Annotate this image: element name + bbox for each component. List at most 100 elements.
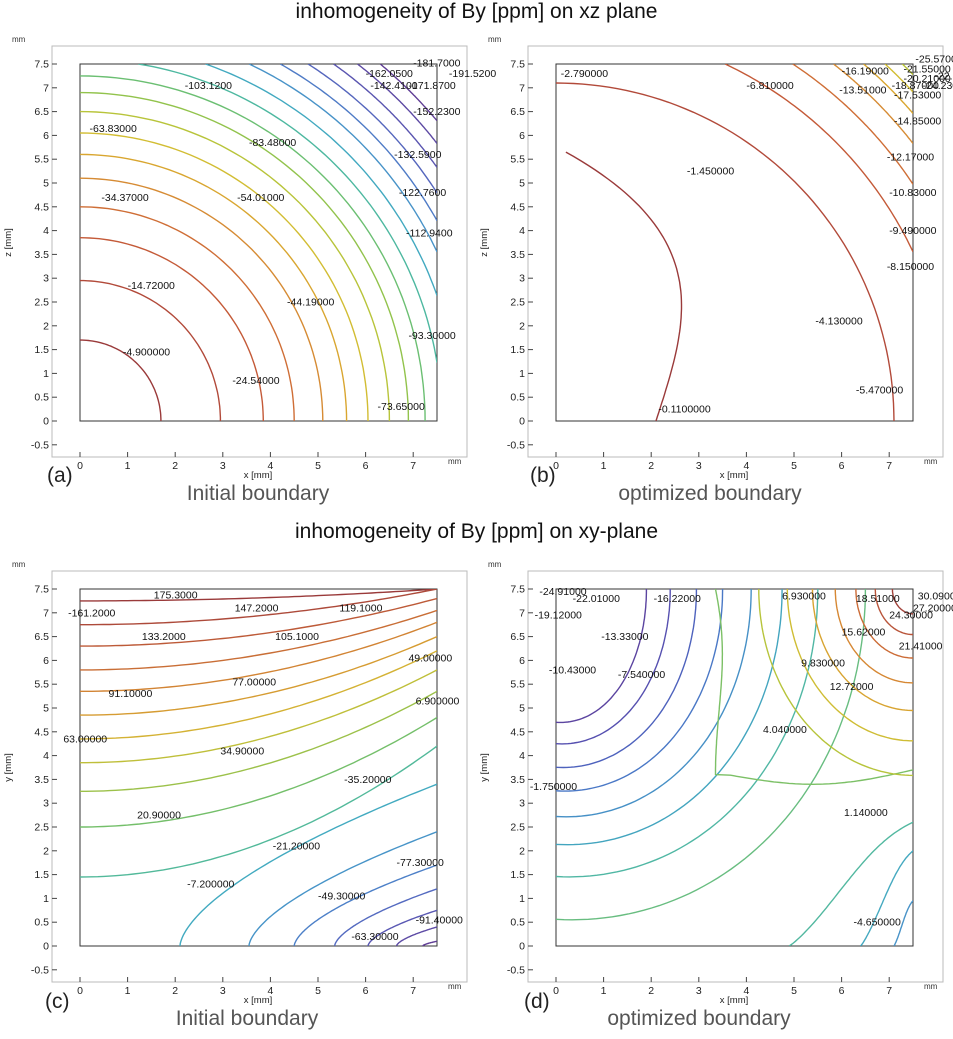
- x-tick-label: 3: [220, 460, 226, 472]
- x-tick-label: 4: [743, 460, 749, 472]
- contour-label: -22.89000: [934, 70, 953, 82]
- y-tick-label: 5: [519, 703, 525, 715]
- contour-label: 147.2000: [235, 603, 279, 615]
- contour-label: -63.83000: [90, 123, 137, 135]
- contour-line: [786, 589, 913, 742]
- contour-label: -22.01000: [573, 593, 620, 605]
- y-tick-label: 6.5: [510, 106, 525, 118]
- contour-line: [556, 589, 819, 878]
- contour-label: -14.85000: [894, 116, 941, 128]
- contour-label: 18.51000: [856, 593, 900, 605]
- contour-label: 9.830000: [801, 657, 845, 669]
- y-tick-label: 5.5: [510, 679, 525, 691]
- contour-label: -1.750000: [530, 781, 577, 793]
- contour-line: [758, 589, 913, 777]
- y-tick-label: 6: [519, 655, 525, 667]
- y-tick-label: 7.5: [34, 584, 49, 596]
- y-tick-label: 5: [43, 178, 49, 190]
- contour-label: -16.19000: [842, 66, 889, 78]
- chart-svg-c: mm mm -0.5 0 0.5 1 1.5 2 2.5 3 3.5 4 4.5 5 5.5 6 6.5 7 7.5…: [3, 560, 468, 1006]
- plot-area: [79, 588, 438, 947]
- contour-line: [179, 783, 437, 946]
- contour-label: -63.30000: [351, 931, 398, 943]
- caption-b: optimized boundary: [618, 482, 802, 505]
- y-tick-label: 4: [43, 750, 49, 762]
- axes-frame: [527, 45, 944, 458]
- axes-frame: [51, 45, 468, 458]
- y-tick-label: 3: [43, 273, 49, 285]
- contour-label: -6.810000: [746, 80, 793, 92]
- contour-label: -44.19000: [287, 297, 334, 309]
- contour-label: -191.5200: [449, 68, 496, 80]
- contour-lines: [80, 589, 437, 946]
- contour-label: 105.1000: [275, 631, 319, 643]
- contour-label: -122.7600: [399, 187, 446, 199]
- contour-label: -10.43000: [549, 664, 596, 676]
- y-tick-label: 4.5: [510, 726, 525, 738]
- contour-plot-b: mm mm -0.5 0 0.5 1 1.5 2 2.5 3 3.5 4 4.5 5 5.5 6 6.5 7 7.5…: [476, 30, 953, 492]
- y-tick-label: 3: [43, 798, 49, 810]
- contour-label: 119.1000: [339, 603, 382, 615]
- bottom-section-title: inhomogeneity of By [ppm] on xy-plane: [294, 520, 659, 543]
- contour-label: -7.200000: [187, 879, 234, 891]
- y-tick-label: 2: [519, 320, 525, 332]
- contour-label: -9.490000: [889, 225, 936, 237]
- contour-label: -25.57000: [915, 54, 953, 66]
- x-tick-label: 7: [410, 460, 416, 472]
- contour-line: [80, 110, 391, 421]
- contour-line: [901, 64, 913, 76]
- y-tick-label: 4.5: [34, 201, 49, 213]
- contour-line: [834, 589, 913, 684]
- contour-label: 63.00000: [63, 733, 107, 745]
- x-unit-label: mm: [924, 982, 938, 991]
- contour-line: [556, 82, 895, 421]
- contour-label: -21.55000: [903, 63, 950, 75]
- contour-line: [556, 589, 671, 745]
- contour-line: [556, 589, 752, 818]
- contour-line: [884, 64, 913, 93]
- y-tick-label: 2.5: [34, 822, 49, 834]
- y-unit-label: mm: [488, 560, 502, 569]
- contour-line: [80, 589, 437, 626]
- contour-label: -4.900000: [123, 346, 170, 358]
- y-tick-label: 1: [519, 893, 525, 905]
- y-tick-label: -0.5: [31, 964, 49, 976]
- y-tick-label: 1.5: [510, 869, 525, 881]
- contour-label: -49.30000: [318, 891, 365, 903]
- contour-label: 12.72000: [830, 681, 874, 693]
- x-tick-label: 3: [696, 985, 702, 997]
- contour-line: [80, 621, 437, 692]
- x-tick-label: 1: [125, 985, 131, 997]
- x-axis-label: x [mm]: [244, 470, 273, 481]
- contour-label: -83.48000: [249, 137, 296, 149]
- x-axis-label: x [mm]: [720, 470, 749, 481]
- y-tick-label: 1.5: [510, 344, 525, 356]
- y-axis-label: z [mm]: [3, 228, 14, 257]
- panel-letter-b: (b): [530, 464, 556, 487]
- y-tick-label: 5.5: [510, 154, 525, 166]
- contour-line: [333, 64, 437, 168]
- contour-line: [833, 64, 913, 144]
- y-tick-label: 4.5: [34, 726, 49, 738]
- contour-line: [714, 589, 913, 785]
- contour-lines: [556, 589, 913, 946]
- contour-line: [80, 237, 264, 421]
- contour-line: [138, 64, 437, 363]
- x-tick-label: 2: [172, 460, 178, 472]
- contour-line: [80, 669, 437, 764]
- contour-line: [80, 589, 437, 602]
- contour-line: [792, 64, 913, 185]
- x-tick-label: 1: [125, 460, 131, 472]
- y-axis-label: y [mm]: [479, 753, 490, 782]
- contour-label: -2.790000: [561, 68, 608, 80]
- contour-line: [860, 850, 913, 946]
- contour-label: -18.87000: [892, 80, 939, 92]
- x-tick-label: 4: [743, 985, 749, 997]
- y-tick-label: 6.5: [510, 631, 525, 643]
- x-unit-label: mm: [448, 457, 462, 466]
- contour-line: [205, 64, 437, 296]
- panel-letter-a: (a): [47, 464, 73, 487]
- contour-label: -181.7000: [413, 58, 460, 70]
- contour-label: -93.30000: [408, 330, 455, 342]
- y-tick-label: 1: [519, 368, 525, 380]
